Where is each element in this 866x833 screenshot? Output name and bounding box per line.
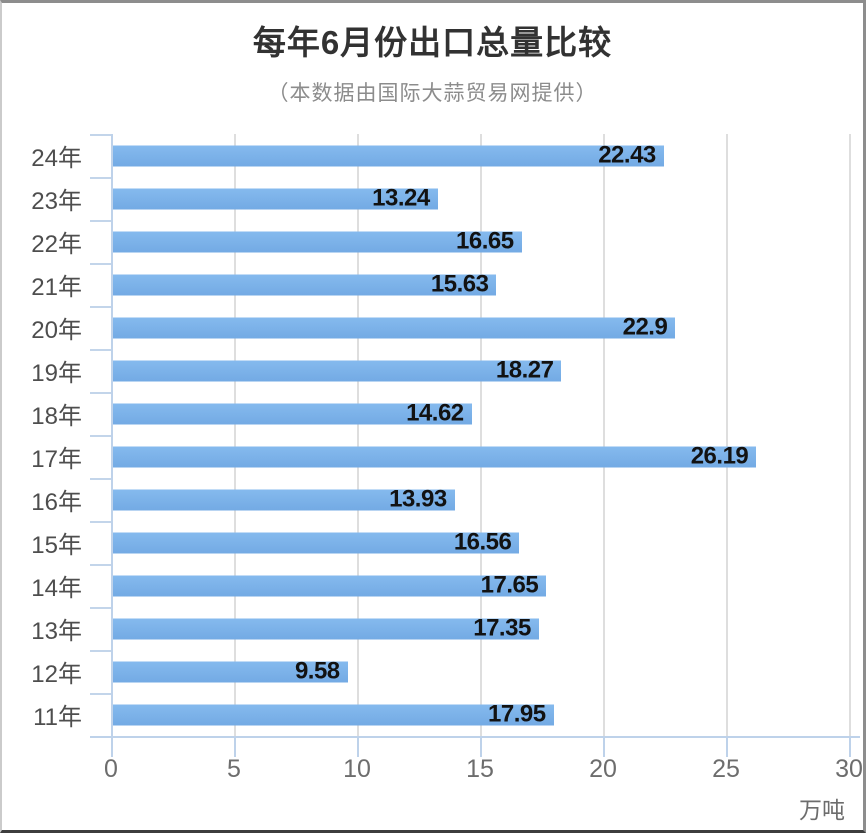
bar: 13.24 bbox=[112, 185, 438, 212]
bar-row: 22.9 bbox=[111, 306, 849, 349]
bar-row: 13.24 bbox=[111, 177, 849, 220]
bar: 17.65 bbox=[112, 572, 547, 599]
x-axis-line bbox=[90, 736, 860, 738]
bar-row: 9.58 bbox=[111, 650, 849, 693]
bar-row: 16.65 bbox=[111, 220, 849, 263]
bar: 9.58 bbox=[112, 658, 348, 685]
y-axis-tick bbox=[90, 177, 111, 179]
gridline bbox=[603, 134, 605, 736]
bar-value-label: 17.65 bbox=[480, 571, 539, 599]
bar: 22.9 bbox=[112, 314, 676, 341]
bar-row: 26.19 bbox=[111, 435, 849, 478]
y-axis-label: 11年 bbox=[33, 704, 82, 731]
bar-value-label: 16.56 bbox=[453, 528, 512, 556]
y-axis-tick bbox=[90, 607, 111, 609]
y-axis-tick bbox=[90, 349, 111, 351]
bar-value-label: 15.63 bbox=[430, 270, 489, 298]
bar-value-label: 17.95 bbox=[488, 700, 546, 728]
y-axis-label: 14年 bbox=[31, 575, 82, 602]
y-axis-tick bbox=[90, 263, 111, 265]
x-axis-tick-label: 30 bbox=[835, 755, 863, 783]
x-axis-tick bbox=[480, 736, 482, 757]
y-axis-label: 18年 bbox=[31, 403, 82, 430]
y-axis-tick bbox=[90, 306, 111, 308]
x-axis-tick-label: 25 bbox=[712, 755, 740, 783]
bar: 26.19 bbox=[112, 443, 757, 470]
gridline bbox=[480, 134, 482, 736]
bar: 17.95 bbox=[112, 701, 554, 728]
y-axis-label: 21年 bbox=[31, 274, 82, 301]
y-axis-line bbox=[111, 134, 113, 755]
y-axis-label: 20年 bbox=[31, 317, 82, 344]
bar: 13.93 bbox=[112, 486, 455, 513]
x-axis-tick-label: 0 bbox=[104, 755, 118, 783]
plot-area: 22.43 13.24 16.65 15.63 22.9 18.27 14.62 26.19 1… bbox=[90, 134, 863, 783]
bar-row: 13.93 bbox=[111, 478, 849, 521]
y-axis-tick bbox=[90, 692, 111, 695]
bar-value-label: 22.9 bbox=[622, 313, 668, 341]
bar: 15.63 bbox=[112, 271, 497, 298]
bar: 17.35 bbox=[112, 615, 539, 642]
y-axis-tick bbox=[90, 392, 111, 394]
y-axis-label: 19年 bbox=[31, 360, 82, 387]
bar: 22.43 bbox=[112, 142, 664, 169]
bar-row: 18.27 bbox=[111, 349, 849, 392]
gridline bbox=[849, 134, 851, 736]
x-axis-tick-label: 5 bbox=[227, 755, 241, 783]
bar-row: 17.65 bbox=[111, 564, 849, 607]
y-axis-tick bbox=[90, 435, 111, 437]
y-axis-label: 13年 bbox=[31, 618, 82, 645]
y-axis-tick bbox=[90, 134, 111, 136]
bar-row: 15.63 bbox=[111, 263, 849, 306]
x-axis-tick-label: 20 bbox=[589, 755, 617, 783]
bar: 18.27 bbox=[112, 357, 562, 384]
bar-row: 16.56 bbox=[111, 521, 849, 564]
bar: 16.56 bbox=[112, 529, 520, 556]
y-axis-tick bbox=[90, 220, 111, 222]
bar-value-label: 13.24 bbox=[372, 184, 430, 212]
y-axis-label: 22年 bbox=[31, 231, 82, 258]
bar-value-label: 16.65 bbox=[456, 227, 514, 255]
y-axis-label: 24年 bbox=[31, 145, 82, 172]
bar-row: 22.43 bbox=[111, 134, 849, 177]
y-axis-tick bbox=[90, 478, 111, 480]
bar-row: 17.95 bbox=[111, 693, 849, 736]
bar-value-label: 26.19 bbox=[690, 442, 749, 470]
bar-value-label: 18.27 bbox=[495, 356, 554, 384]
x-unit-label: 万吨 bbox=[799, 797, 845, 823]
chart-subtitle: （本数据由国际大蒜贸易网提供） bbox=[267, 82, 598, 105]
y-axis-label: 17年 bbox=[31, 446, 82, 473]
bar-value-label: 9.58 bbox=[294, 657, 340, 685]
gridline bbox=[357, 134, 359, 736]
x-axis-tick bbox=[234, 736, 236, 757]
y-axis-label: 15年 bbox=[31, 532, 82, 559]
y-axis-tick bbox=[90, 650, 111, 652]
gridline bbox=[726, 134, 728, 736]
x-axis-tick-label: 15 bbox=[466, 755, 494, 783]
bar-row: 17.35 bbox=[111, 607, 849, 650]
x-axis-tick bbox=[603, 736, 605, 757]
y-axis-label: 16年 bbox=[31, 489, 82, 516]
y-axis-labels: 24年 23年 22年 21年 20年 19年 18年 17年 16年 15年 14年 13年 12年 1… bbox=[2, 134, 82, 736]
x-axis-tick bbox=[357, 736, 359, 757]
bar-value-label: 17.35 bbox=[473, 614, 531, 642]
y-axis-label: 23年 bbox=[31, 188, 82, 215]
x-axis-tick-label: 10 bbox=[343, 755, 371, 783]
y-axis-label: 12年 bbox=[31, 661, 82, 688]
x-axis-tick bbox=[726, 736, 728, 757]
bar-value-label: 13.93 bbox=[389, 485, 447, 513]
bar: 16.65 bbox=[112, 228, 522, 255]
bar: 14.62 bbox=[112, 400, 472, 427]
gridline bbox=[234, 134, 236, 736]
chart-title: 每年6月份出口总量比较 bbox=[252, 24, 613, 61]
y-axis-tick bbox=[90, 521, 111, 523]
x-axis-tick bbox=[849, 736, 851, 757]
bar-value-label: 22.43 bbox=[598, 141, 656, 169]
bar-row: 14.62 bbox=[111, 392, 849, 435]
y-axis-tick bbox=[90, 564, 111, 566]
bar-value-label: 14.62 bbox=[406, 399, 464, 427]
bar-rows: 22.43 13.24 16.65 15.63 22.9 18.27 14.62 26.19 1… bbox=[111, 134, 849, 736]
